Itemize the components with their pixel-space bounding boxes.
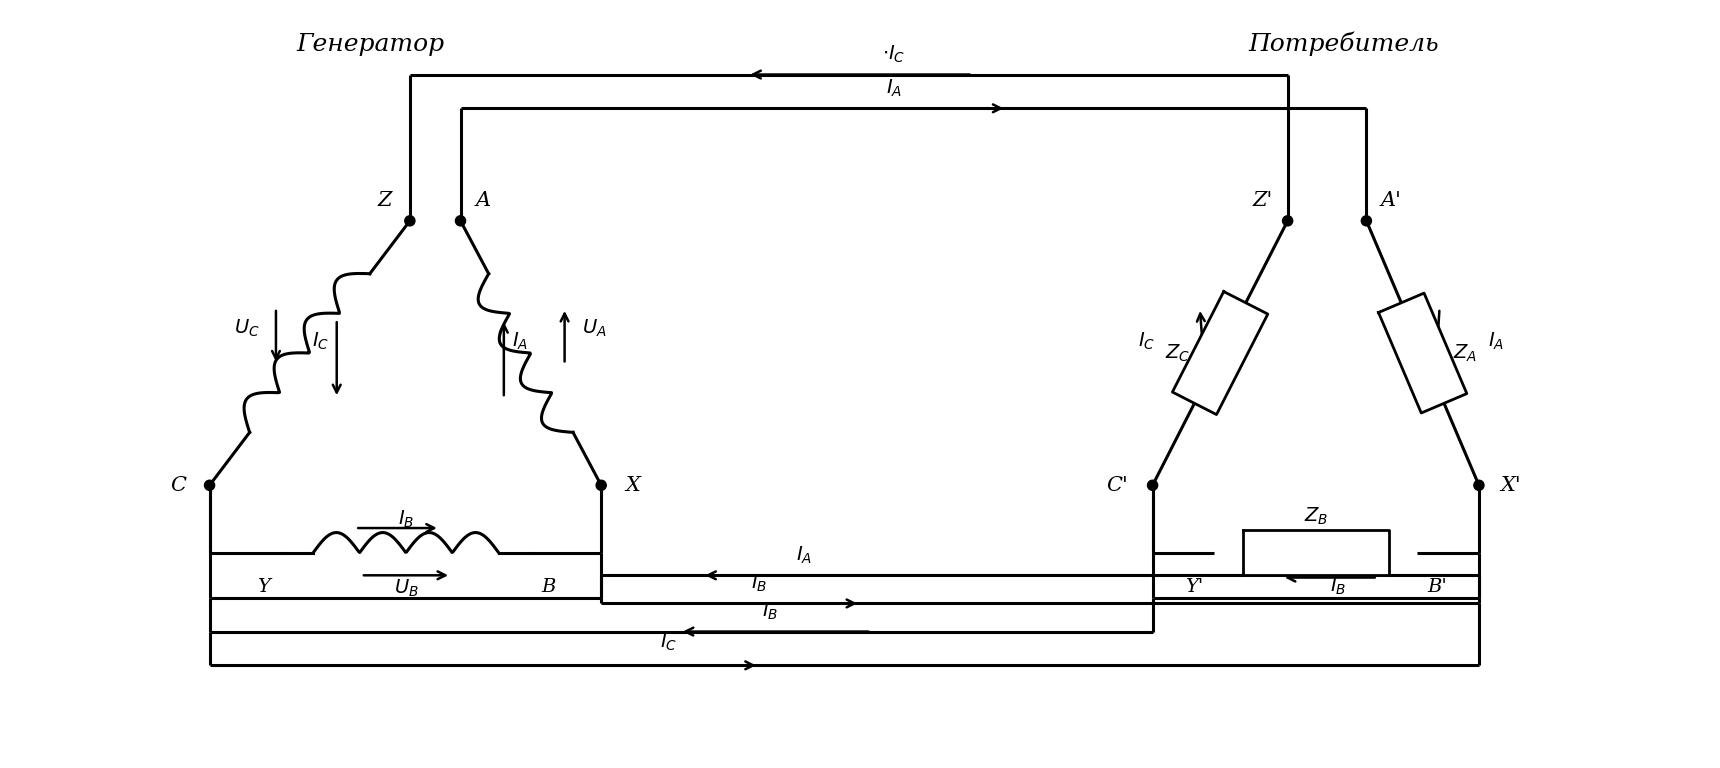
Text: Потребитель: Потребитель [1249,32,1440,56]
Text: $I_B$: $I_B$ [397,508,415,530]
Text: $U_B$: $U_B$ [394,578,418,600]
Text: Z': Z' [1252,191,1273,210]
Text: B': B' [1428,578,1447,595]
Text: $I_C$: $I_C$ [660,632,678,654]
Text: X: X [626,476,640,495]
Polygon shape [1173,292,1268,415]
Text: $U_A$: $U_A$ [581,318,605,339]
Text: $Z_C$: $Z_C$ [1164,343,1190,364]
Text: Y': Y' [1185,578,1204,595]
Text: $\cdot I_C$: $\cdot I_C$ [882,44,905,65]
Text: B: B [542,578,556,595]
Text: $I_B$: $I_B$ [1330,576,1347,598]
Circle shape [205,480,215,490]
Text: $I_A$: $I_A$ [511,331,528,353]
Circle shape [1474,480,1484,490]
Text: $Z_B$: $Z_B$ [1304,506,1328,528]
Text: $I_A$: $I_A$ [886,78,901,99]
Circle shape [404,216,415,226]
Text: $U_C$: $U_C$ [234,318,260,339]
Text: Z: Z [378,191,392,210]
Circle shape [597,480,605,490]
Text: $I_B$: $I_B$ [750,572,767,594]
Text: $I_B$: $I_B$ [762,601,777,622]
Polygon shape [1242,530,1390,575]
Text: A': A' [1381,191,1402,210]
Text: $I_A$: $I_A$ [1488,331,1503,353]
Text: $I_C$: $I_C$ [1139,331,1156,353]
Circle shape [1361,216,1371,226]
Text: $I_C$: $I_C$ [313,331,330,353]
Text: $I_A$: $I_A$ [796,545,812,566]
Text: X': X' [1500,476,1520,495]
Circle shape [1147,480,1158,490]
Polygon shape [1378,293,1467,413]
Text: Y: Y [256,578,270,595]
Circle shape [456,216,466,226]
Circle shape [1283,216,1293,226]
Text: C': C' [1106,476,1127,495]
Text: $Z_A$: $Z_A$ [1453,343,1477,364]
Text: A: A [475,191,490,210]
Text: Генератор: Генератор [296,33,444,55]
Text: C: C [170,476,186,495]
